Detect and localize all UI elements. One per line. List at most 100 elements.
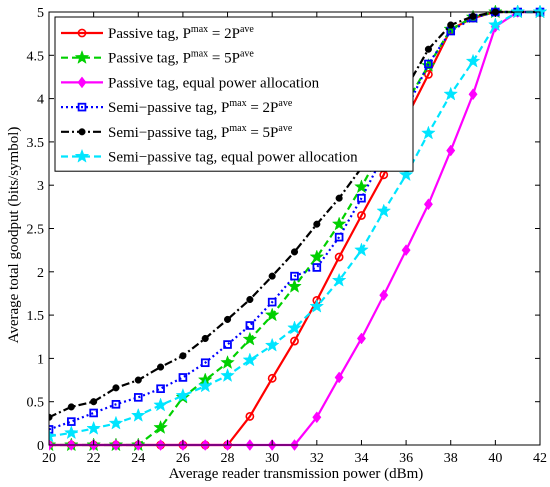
series-5-point [67, 403, 75, 411]
legend-entry: Semi−passive tag, Pmax = 2Pave [61, 98, 293, 116]
x-tick-label: 30 [265, 451, 279, 466]
x-tick-label: 28 [221, 451, 235, 466]
axes: 20 22 24 26 28 30 32 34 36 38 40 42 0 0.5 1 1.5 2 2.5 3 3.5… [27, 6, 548, 466]
legend-marker [74, 49, 90, 64]
series-4-point [312, 263, 322, 272]
x-tick-label: 42 [533, 451, 547, 466]
legend-label: Passive tag, Pmax = 2Pave [108, 24, 254, 42]
legend-marker [77, 28, 87, 38]
y-tick-label: 4 [37, 93, 44, 108]
y-tick-label: 0.5 [27, 396, 45, 411]
series-6-point [175, 387, 191, 402]
series-6 [49, 4, 548, 443]
series-2-point [220, 355, 235, 369]
series-6-point [465, 53, 481, 68]
series-4-point [111, 399, 121, 409]
series-6-line [49, 10, 540, 438]
series-4-point [49, 425, 54, 434]
x-tick-label: 36 [399, 451, 413, 466]
x-tick-label: 32 [310, 451, 324, 466]
series-2-point [354, 179, 369, 194]
series-6-point [421, 125, 436, 140]
series-1-point [357, 211, 366, 220]
series-6-point [376, 203, 392, 218]
series-5-point [335, 194, 343, 202]
y-axis-title: Average total goodput (bits/symbol) [6, 127, 22, 344]
series-3-point [356, 332, 366, 345]
y-tick-label: 2.5 [27, 223, 45, 238]
series-5-point [90, 398, 98, 406]
y-tick-label: 1.5 [27, 309, 45, 324]
y-tick-label: 0 [37, 439, 44, 454]
legend: Passive tag, Pmax = 2Pave Passive tag, Pm… [54, 16, 414, 172]
series-6-point [309, 298, 325, 313]
series-4-point [357, 193, 366, 203]
series-1-point [245, 412, 255, 421]
series-5-point [469, 12, 477, 20]
y-tick-label: 5 [37, 6, 44, 21]
y-tick-label: 2 [37, 266, 44, 281]
series-4-point [67, 417, 76, 426]
legend-label: Semi−passive tag, Pmax = 5Pave [108, 123, 293, 141]
series-6-point [49, 428, 57, 443]
series-6-point [63, 425, 79, 440]
legend-label: Passive tag, equal power allocation [108, 75, 320, 91]
series-5-point [268, 272, 276, 280]
series-4-point [156, 384, 165, 394]
legend-entry: Semi−passive tag, Pmax = 5Pave [61, 123, 293, 141]
legend-label: Semi−passive tag, Pmax = 2Pave [108, 98, 293, 116]
series-2-point [153, 419, 168, 434]
series-6-point [197, 378, 213, 393]
series-6-point [488, 17, 503, 32]
series-1-point [334, 252, 344, 262]
series-5-point [223, 315, 232, 323]
series-4-point [178, 373, 188, 382]
legend-marker [77, 102, 87, 112]
y-tick-label: 1 [37, 352, 44, 367]
series-2-point [242, 331, 258, 346]
series-6-point [220, 367, 235, 382]
series-6-point [398, 167, 414, 182]
x-tick-label: 24 [131, 451, 145, 466]
x-tick-label: 20 [42, 451, 56, 466]
series-6-point [153, 397, 168, 412]
series-6-point [287, 320, 302, 335]
series-1-point [267, 373, 277, 383]
series-layer [49, 4, 548, 452]
series-5-point [290, 248, 299, 256]
series-3-point [312, 411, 322, 424]
legend-box [54, 16, 414, 172]
x-tick-label: 26 [176, 451, 190, 466]
series-5-point [179, 352, 187, 360]
series-6-point [264, 337, 280, 352]
series-4-point [89, 408, 98, 418]
series-6-point [108, 415, 124, 430]
legend-entry: Passive tag, Pmax = 5Pave [61, 49, 254, 67]
series-6-point [331, 272, 347, 287]
x-tick-label: 22 [87, 451, 101, 466]
x-tick-label: 38 [444, 451, 458, 466]
series-3-point [446, 144, 456, 157]
series-6-point [510, 4, 526, 19]
series-2-point [287, 278, 302, 293]
x-axis-title: Average reader transmission power (dBm) [169, 466, 424, 482]
series-6-point [354, 242, 369, 257]
series-4-point [290, 271, 299, 281]
series-4-point [200, 358, 210, 368]
legend-marker [74, 148, 90, 163]
series-6-point [443, 86, 459, 101]
series-4-point [267, 297, 277, 307]
x-tick-label: 34 [354, 451, 368, 466]
y-tick-label: 4.5 [27, 49, 45, 64]
x-tick-label: 40 [488, 451, 502, 466]
series-4-line [49, 10, 540, 431]
series-3-point [423, 198, 433, 211]
y-tick-label: 3 [37, 179, 44, 194]
series-6-point [130, 407, 146, 422]
legend-entry: Semi−passive tag, equal power allocation [61, 148, 358, 166]
series-5-point [313, 220, 321, 228]
series-5-point [424, 45, 432, 53]
series-5-point [134, 376, 142, 384]
series-5-point [112, 384, 120, 392]
